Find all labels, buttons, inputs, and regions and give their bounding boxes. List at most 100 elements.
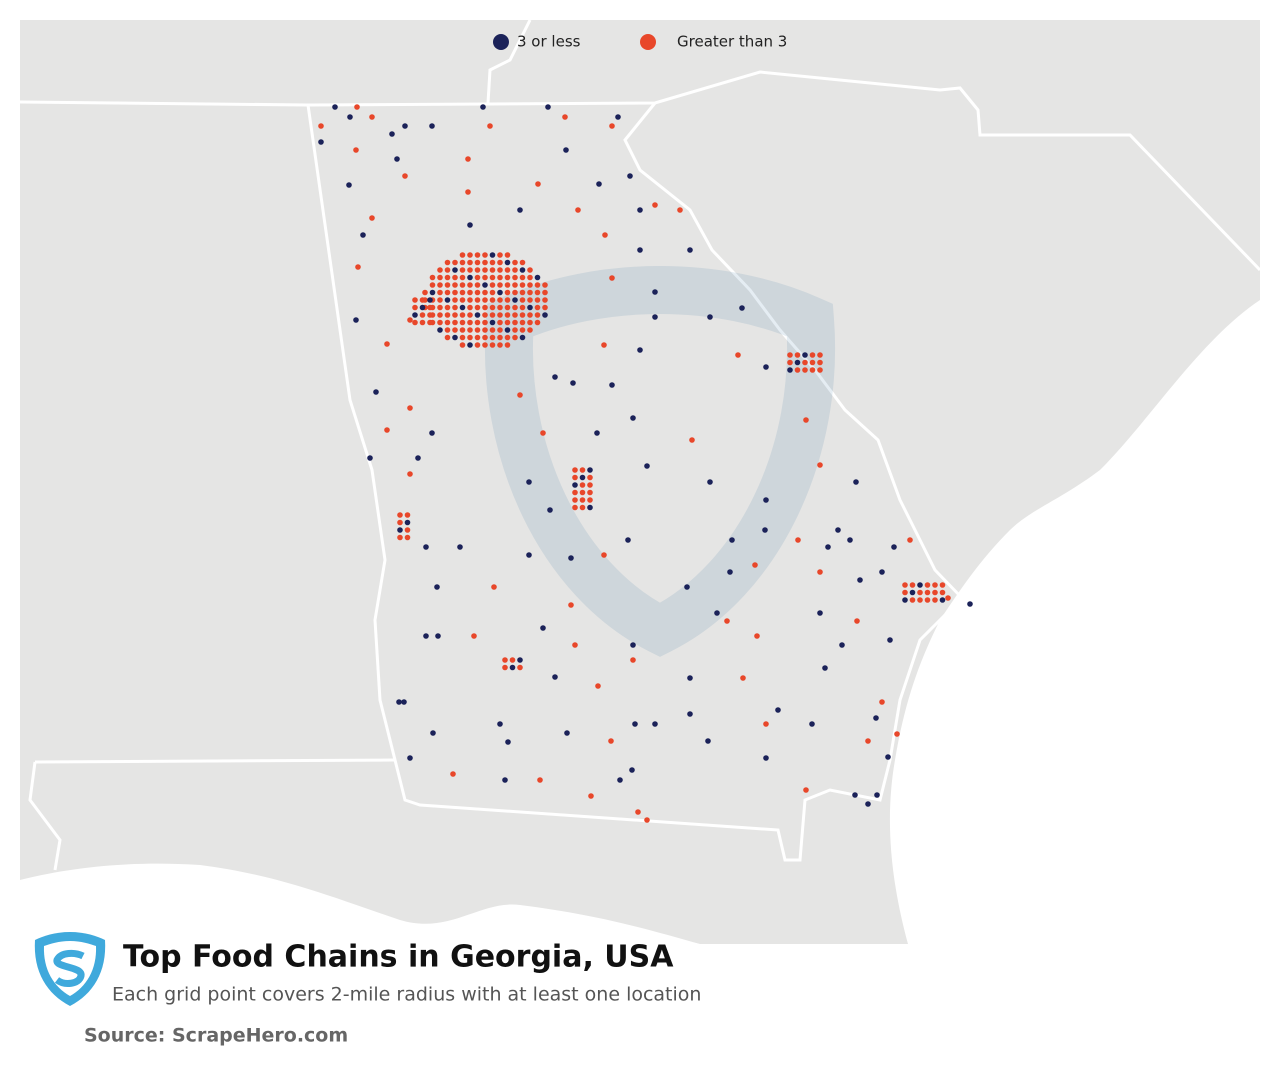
location-dot (504, 267, 511, 273)
legend-label: 3 or less (517, 33, 581, 51)
location-dot (894, 731, 900, 737)
location-dot (497, 342, 503, 348)
location-dot (318, 139, 324, 145)
location-dot (489, 304, 496, 311)
location-dot (482, 327, 488, 333)
location-dot (444, 267, 451, 273)
location-dot (887, 637, 893, 643)
location-dot (459, 312, 466, 318)
location-dot (389, 131, 395, 137)
location-dot (497, 312, 503, 318)
source: Source: ScrapeHero.com (84, 1025, 348, 1047)
location-dot (752, 562, 758, 568)
location-dot (369, 114, 375, 120)
location-dot (369, 215, 375, 221)
location-dot (542, 297, 548, 303)
location-dot (429, 289, 436, 296)
location-dot (467, 222, 473, 228)
location-dot (512, 304, 518, 311)
location-dot (450, 771, 456, 777)
location-dot (459, 289, 466, 296)
location-dot (429, 430, 435, 436)
location-dot (504, 327, 511, 333)
location-dot (802, 367, 808, 373)
location-dot (707, 314, 713, 320)
location-dot (817, 462, 823, 468)
location-dot (474, 304, 481, 311)
location-dot (763, 497, 769, 503)
location-dot (512, 289, 518, 296)
borders (19, 19, 1262, 871)
location-dot (459, 282, 466, 288)
location-dot (467, 297, 473, 303)
location-dot (795, 537, 801, 543)
location-dot (537, 777, 543, 783)
location-dot (579, 504, 586, 511)
location-dot (459, 252, 466, 258)
location-dot (474, 267, 481, 273)
location-dot (763, 721, 769, 727)
location-dot (568, 602, 574, 608)
location-dot (527, 289, 533, 296)
location-dot (803, 787, 809, 793)
location-dot (467, 334, 473, 341)
location-dot (909, 597, 916, 603)
location-dot (489, 267, 496, 273)
location-dot (852, 792, 858, 798)
location-dot (429, 274, 436, 281)
location-dot (874, 792, 880, 798)
location-dot (534, 297, 541, 303)
location-dot (803, 417, 809, 423)
location-dot (347, 114, 353, 120)
location-dot (787, 359, 793, 366)
location-dot (588, 793, 594, 799)
location-dot (572, 474, 578, 481)
location-dot (497, 297, 503, 303)
location-dot (519, 297, 526, 303)
location-dot (527, 319, 533, 326)
state-border (486, 19, 532, 104)
location-dot (497, 334, 503, 341)
location-dot (444, 259, 451, 266)
location-dot (444, 274, 451, 281)
location-dot (587, 482, 593, 488)
location-dot (854, 618, 860, 624)
location-dot (459, 342, 466, 348)
legend-swatch (640, 34, 656, 50)
location-dot (504, 252, 511, 258)
location-dot (482, 334, 488, 341)
location-dot (487, 123, 493, 129)
location-dot (396, 699, 402, 705)
location-dot (452, 289, 458, 296)
location-dot (355, 264, 361, 270)
location-dot (562, 114, 568, 120)
location-dot (526, 479, 532, 485)
location-dot (519, 304, 526, 311)
location-dot (601, 342, 607, 348)
location-dot (564, 730, 570, 736)
location-dot (809, 721, 815, 727)
location-dot (917, 582, 923, 588)
location-dot (534, 282, 541, 288)
location-dot (444, 334, 451, 341)
location-dot (489, 252, 496, 258)
location-dot (467, 282, 473, 288)
location-dot (427, 304, 433, 311)
location-dot (474, 282, 481, 288)
location-dot (575, 207, 581, 213)
location-dot (540, 430, 546, 436)
location-dot (579, 489, 586, 496)
location-dot (397, 519, 403, 526)
location-dot (346, 182, 352, 188)
location-dot (802, 359, 808, 366)
location-dot (579, 467, 586, 473)
location-dot (579, 482, 586, 488)
location-dot (504, 259, 511, 266)
location-dot (467, 342, 473, 348)
location-dot (527, 297, 533, 303)
location-dot (489, 319, 496, 326)
location-dot (459, 327, 466, 333)
location-dot (437, 297, 443, 303)
location-dot (794, 367, 801, 373)
